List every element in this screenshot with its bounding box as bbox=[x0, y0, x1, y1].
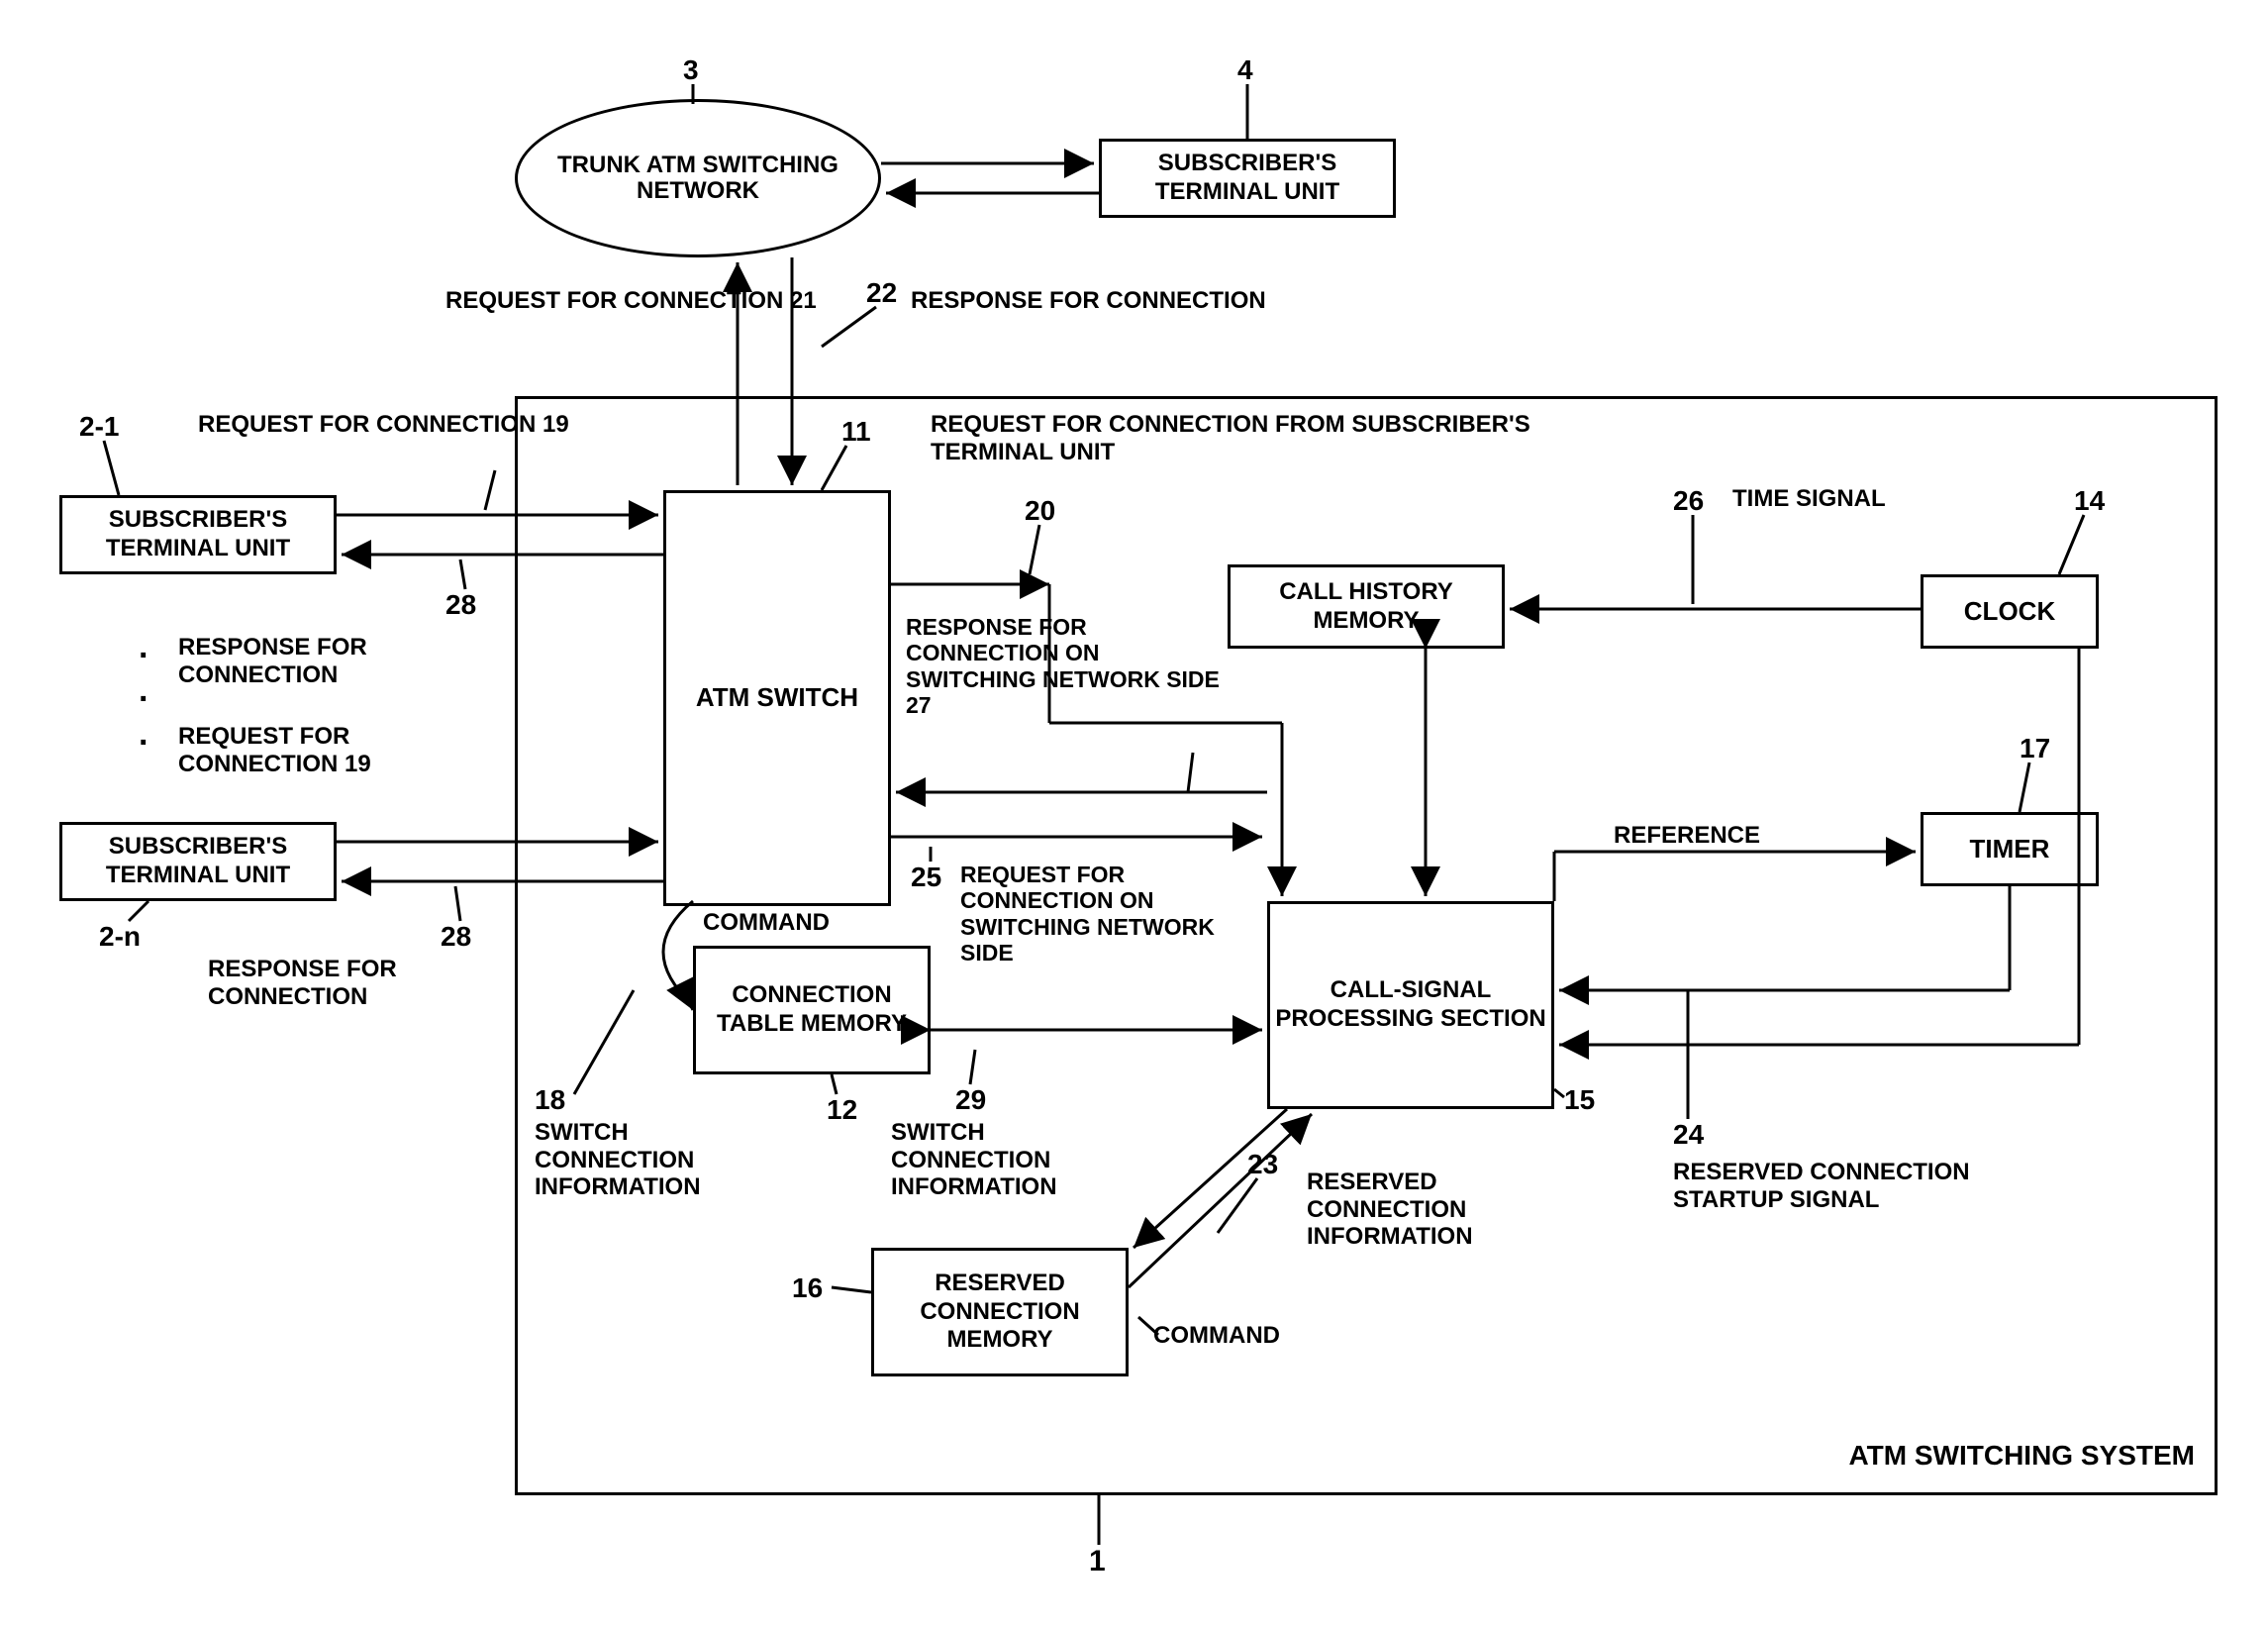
label-req-21: REQUEST FOR CONNECTION 21 bbox=[445, 287, 817, 315]
label-ref-20: 20 bbox=[1025, 495, 1055, 527]
trunk-network-label: TRUNK ATM SWITCHING NETWORK bbox=[518, 153, 878, 205]
subscriber-top: SUBSCRIBER'S TERMINAL UNIT bbox=[1099, 139, 1396, 218]
label-time-signal: TIME SIGNAL bbox=[1732, 485, 1886, 513]
call-signal-label: CALL-SIGNAL PROCESSING SECTION bbox=[1270, 976, 1551, 1034]
trunk-network: TRUNK ATM SWITCHING NETWORK bbox=[515, 99, 881, 257]
subscriber-left-2: SUBSCRIBER'S TERMINAL UNIT bbox=[59, 822, 337, 901]
connection-table-memory: CONNECTION TABLE MEMORY bbox=[693, 946, 931, 1074]
subscriber-top-label: SUBSCRIBER'S TERMINAL UNIT bbox=[1102, 150, 1393, 207]
ref-12: 12 bbox=[827, 1094, 857, 1126]
call-history-label: CALL HISTORY MEMORY bbox=[1231, 578, 1502, 636]
atm-switch-label: ATM SWITCH bbox=[696, 682, 858, 713]
label-switch-18: SWITCH CONNECTION INFORMATION bbox=[535, 1119, 792, 1201]
label-resp-22: RESPONSE FOR CONNECTION bbox=[911, 287, 1266, 315]
label-switch-29: SWITCH CONNECTION INFORMATION bbox=[891, 1119, 1148, 1201]
label-req-from-sub: REQUEST FOR CONNECTION FROM SUBSCRIBER'S… bbox=[931, 411, 1624, 465]
label-resp-28-top-ref: 28 bbox=[445, 589, 476, 621]
ref-17: 17 bbox=[2020, 733, 2050, 764]
label-command-top: COMMAND bbox=[703, 909, 830, 937]
label-req-19-mid: REQUEST FOR CONNECTION 19 bbox=[178, 723, 495, 777]
label-resp-27: RESPONSE FOR CONNECTION ON SWITCHING NET… bbox=[906, 614, 1223, 719]
label-reserved-24-ref: 24 bbox=[1673, 1119, 1704, 1151]
label-switch-18-ref: 18 bbox=[535, 1084, 565, 1116]
atm-switch: ATM SWITCH bbox=[663, 490, 891, 906]
ref-1: 1 bbox=[1089, 1545, 1106, 1579]
label-reserved-23: RESERVED CONNECTION INFORMATION bbox=[1307, 1169, 1584, 1251]
label-resp-22-ref: 22 bbox=[866, 277, 897, 309]
system-label: ATM SWITCHING SYSTEM bbox=[1849, 1439, 2195, 1473]
clock-label: CLOCK bbox=[1964, 596, 2055, 627]
reserved-memory-label: RESERVED CONNECTION MEMORY bbox=[874, 1270, 1126, 1355]
label-dots: ··· bbox=[139, 634, 149, 765]
ref-2-n: 2-n bbox=[99, 921, 141, 953]
timer-label: TIMER bbox=[1970, 834, 2050, 864]
ref-16: 16 bbox=[792, 1272, 823, 1304]
call-history-memory: CALL HISTORY MEMORY bbox=[1228, 564, 1505, 649]
label-req-25: REQUEST FOR CONNECTION ON SWITCHING NETW… bbox=[960, 862, 1257, 966]
label-reserved-24: RESERVED CONNECTION STARTUP SIGNAL bbox=[1673, 1159, 1980, 1213]
label-resp-28-bot-ref: 28 bbox=[441, 921, 471, 953]
label-reserved-23-ref: 23 bbox=[1247, 1149, 1278, 1180]
label-command-bot: COMMAND bbox=[1153, 1322, 1280, 1350]
label-switch-29-ref: 29 bbox=[955, 1084, 986, 1116]
ref-11: 11 bbox=[841, 416, 871, 448]
label-resp-28-bot: RESPONSE FOR CONNECTION bbox=[208, 956, 505, 1010]
label-resp-28-top: RESPONSE FOR CONNECTION bbox=[178, 634, 495, 688]
subscriber-left-2-label: SUBSCRIBER'S TERMINAL UNIT bbox=[62, 833, 334, 890]
ref-3: 3 bbox=[683, 54, 699, 86]
clock: CLOCK bbox=[1921, 574, 2099, 649]
ref-15: 15 bbox=[1564, 1084, 1595, 1116]
label-req-25-ref: 25 bbox=[911, 862, 941, 893]
label-time-signal-ref: 26 bbox=[1673, 485, 1704, 517]
ref-14: 14 bbox=[2074, 485, 2105, 517]
subscriber-left-1: SUBSCRIBER'S TERMINAL UNIT bbox=[59, 495, 337, 574]
subscriber-left-1-label: SUBSCRIBER'S TERMINAL UNIT bbox=[62, 506, 334, 563]
timer: TIMER bbox=[1921, 812, 2099, 886]
label-req-19-top: REQUEST FOR CONNECTION 19 bbox=[198, 411, 569, 439]
ref-2-1: 2-1 bbox=[79, 411, 119, 443]
reserved-connection-memory: RESERVED CONNECTION MEMORY bbox=[871, 1248, 1129, 1376]
call-signal-processing: CALL-SIGNAL PROCESSING SECTION bbox=[1267, 901, 1554, 1109]
ref-4: 4 bbox=[1237, 54, 1253, 86]
connection-table-label: CONNECTION TABLE MEMORY bbox=[696, 981, 928, 1039]
label-reference: REFERENCE bbox=[1614, 822, 1760, 850]
